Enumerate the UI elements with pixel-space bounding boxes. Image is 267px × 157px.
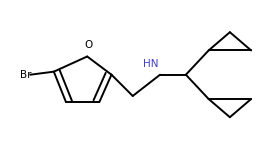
- Text: Br: Br: [20, 70, 31, 80]
- Text: HN: HN: [143, 59, 159, 69]
- Text: O: O: [85, 40, 93, 50]
